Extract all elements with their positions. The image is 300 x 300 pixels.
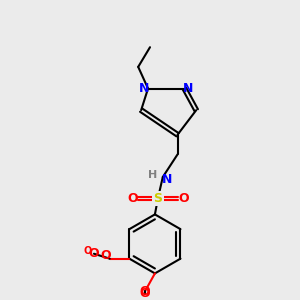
Text: O: O [140,285,150,298]
Text: N: N [139,82,149,95]
Text: O: O [127,192,138,205]
Text: N: N [183,82,194,95]
Text: O: O [140,286,150,300]
Text: O: O [178,192,189,205]
Text: O: O [88,247,99,260]
Text: S: S [153,192,162,205]
Text: O: O [84,246,92,256]
Text: H: H [148,170,158,180]
Text: O: O [100,249,111,262]
Text: N: N [161,173,172,187]
